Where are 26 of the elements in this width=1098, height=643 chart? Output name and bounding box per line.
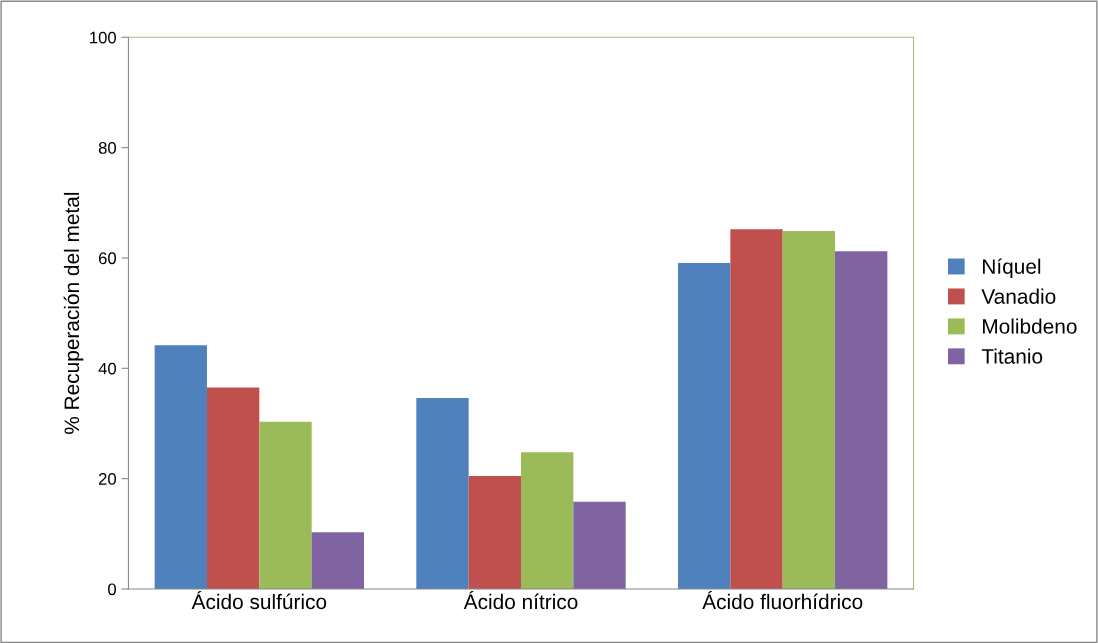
bar: [835, 251, 888, 589]
bar: [311, 532, 364, 589]
y-tick-label: 0: [108, 583, 117, 596]
x-tick-label: Ácido fluorhídrico: [702, 590, 863, 610]
bar: [416, 398, 469, 589]
y-tick-label: 40: [98, 362, 117, 375]
legend-label: Vanadio: [981, 288, 1056, 304]
bar: [521, 452, 574, 589]
y-tick-label: 80: [98, 142, 117, 154]
y-tick-label: 60: [98, 252, 117, 265]
x-tick-label: Ácido nítrico: [463, 590, 578, 610]
legend-label: Níquel: [983, 258, 1041, 279]
bar: [730, 229, 783, 589]
y-axis-title: % Recuperación del metal: [63, 192, 84, 434]
bar: [154, 345, 207, 589]
bar: [468, 475, 521, 589]
y-tick-label: 20: [98, 473, 117, 485]
bar: [782, 230, 836, 589]
y-tick-label: 100: [90, 31, 117, 44]
bar: [573, 501, 626, 589]
bar: [206, 387, 260, 589]
bar: [678, 262, 731, 589]
bar: [259, 421, 312, 589]
x-tick-label: Ácido sulfúrico: [191, 590, 327, 610]
legend-label: Molibdeno: [983, 318, 1077, 334]
legend-label: Titanio: [981, 348, 1043, 364]
